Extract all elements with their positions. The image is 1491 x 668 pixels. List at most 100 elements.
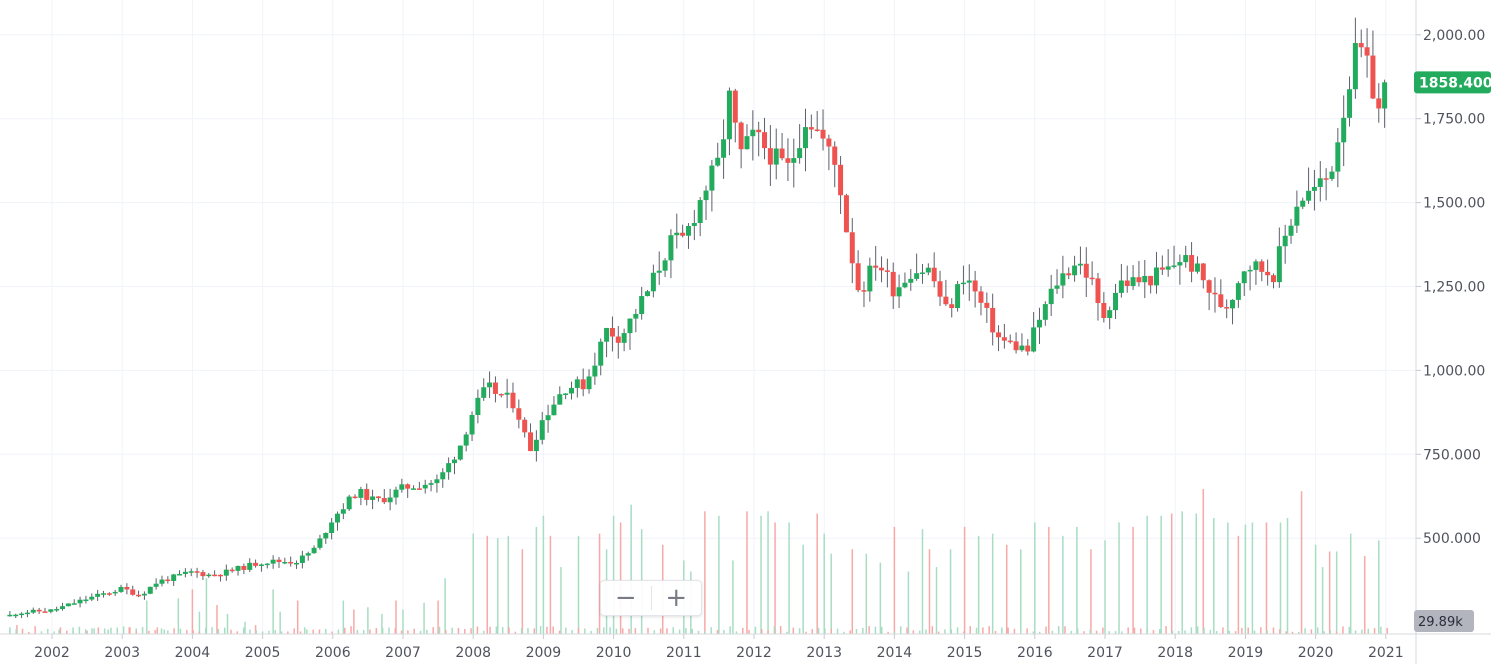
candle-body-up xyxy=(294,562,300,565)
candle-body-down xyxy=(762,132,768,149)
volume-bar xyxy=(28,631,30,634)
volume-bar xyxy=(400,630,403,634)
volume-bar xyxy=(786,631,788,634)
volume-bar xyxy=(1335,551,1338,634)
zoom-out-button[interactable]: − xyxy=(614,583,637,613)
candle-body-down xyxy=(1270,275,1276,283)
x-tick-label: 2012 xyxy=(736,645,772,661)
volume-bar xyxy=(1184,630,1186,634)
volume-bar xyxy=(343,627,346,634)
candle-body-down xyxy=(1101,302,1107,319)
volume-bar xyxy=(1045,626,1047,634)
candle-body-up xyxy=(797,148,803,159)
volume-bar xyxy=(1062,535,1064,634)
volume-bar xyxy=(508,627,510,634)
volume-bar xyxy=(931,626,934,634)
candle-body-down xyxy=(943,296,949,305)
volume-bar xyxy=(1298,631,1300,634)
volume-bar xyxy=(1159,629,1161,634)
x-tick-label: 2016 xyxy=(1017,645,1053,661)
candle-body-up xyxy=(30,609,36,613)
candle-body-up xyxy=(1282,235,1288,247)
volume-bar xyxy=(254,625,257,634)
candle-body-up xyxy=(334,513,340,523)
volume-bar xyxy=(58,629,60,634)
x-tick-label: 2009 xyxy=(526,645,562,661)
volume-bar xyxy=(1241,627,1243,634)
volume-bar xyxy=(1354,630,1357,634)
volume-bar xyxy=(110,627,112,634)
candle-body-up xyxy=(645,291,651,297)
volume-bar xyxy=(1146,515,1148,634)
candle-body-up xyxy=(446,463,452,473)
volume-bar xyxy=(423,602,425,634)
candle-body-down xyxy=(855,263,861,291)
volume-bar xyxy=(630,504,632,634)
candle-body-up xyxy=(223,569,229,576)
volume-bar xyxy=(849,630,851,634)
volume-bar xyxy=(72,627,74,634)
candle-body-up xyxy=(346,496,352,510)
candle-body-down xyxy=(814,129,820,131)
candle-body-up xyxy=(955,284,961,309)
volume-bar xyxy=(552,626,554,634)
candle-body-down xyxy=(516,408,522,420)
candle-body-up xyxy=(1072,265,1078,276)
volume-bar xyxy=(236,631,239,634)
volume-bar xyxy=(9,629,11,634)
candle-body-up xyxy=(1247,269,1253,272)
volume-bar xyxy=(287,631,289,634)
candle-body-up xyxy=(481,387,487,398)
candle-body-down xyxy=(130,589,136,595)
volume-bar xyxy=(280,631,283,634)
volume-bar xyxy=(746,511,748,634)
volume-bar xyxy=(956,627,959,634)
candle-body-down xyxy=(42,611,48,613)
volume-bar xyxy=(1304,628,1306,634)
volume-bar xyxy=(817,627,820,634)
volume-bar xyxy=(1321,567,1324,634)
volume-bar xyxy=(1051,630,1054,634)
volume-bar xyxy=(982,627,984,634)
volume-bar xyxy=(445,630,447,634)
candle-body-up xyxy=(323,533,329,539)
volume-bar xyxy=(192,630,194,634)
candle-body-up xyxy=(118,586,124,592)
candle-body-up xyxy=(1142,275,1148,283)
volume-bar xyxy=(432,627,434,634)
candle-body-up xyxy=(744,136,750,150)
candle-body-down xyxy=(1224,307,1230,309)
volume-bar xyxy=(533,628,536,634)
volume-bar xyxy=(1118,522,1120,634)
volume-bar xyxy=(381,613,383,634)
candle-body-up xyxy=(112,591,118,594)
volume-bar xyxy=(1272,627,1275,634)
zoom-in-button[interactable]: + xyxy=(665,583,688,613)
volume-bar xyxy=(91,628,93,634)
candle-body-up xyxy=(1317,178,1323,187)
volume-bar xyxy=(472,533,474,634)
volume-bar xyxy=(1247,627,1249,634)
volume-bar xyxy=(303,627,306,634)
volume-bar xyxy=(1146,628,1148,634)
volume-bar xyxy=(486,535,488,634)
candle-body-down xyxy=(1095,278,1101,303)
volume-bar xyxy=(1104,540,1106,634)
volume-bar xyxy=(697,630,700,634)
volume-bar xyxy=(773,626,776,634)
volume-bar xyxy=(1132,526,1134,634)
volume-bar xyxy=(788,522,790,634)
volume-bar xyxy=(438,626,441,634)
candle-body-up xyxy=(487,382,493,388)
candle-body-down xyxy=(241,565,247,570)
candle-body-down xyxy=(229,569,235,572)
volume-bar xyxy=(437,600,439,634)
candle-body-up xyxy=(592,365,598,377)
volume-bar xyxy=(742,627,744,634)
volume-bar xyxy=(103,628,106,634)
volume-bar xyxy=(1007,627,1009,634)
volume-bar xyxy=(1228,630,1231,634)
candle-body-up xyxy=(19,613,25,616)
volume-bar xyxy=(521,549,524,634)
